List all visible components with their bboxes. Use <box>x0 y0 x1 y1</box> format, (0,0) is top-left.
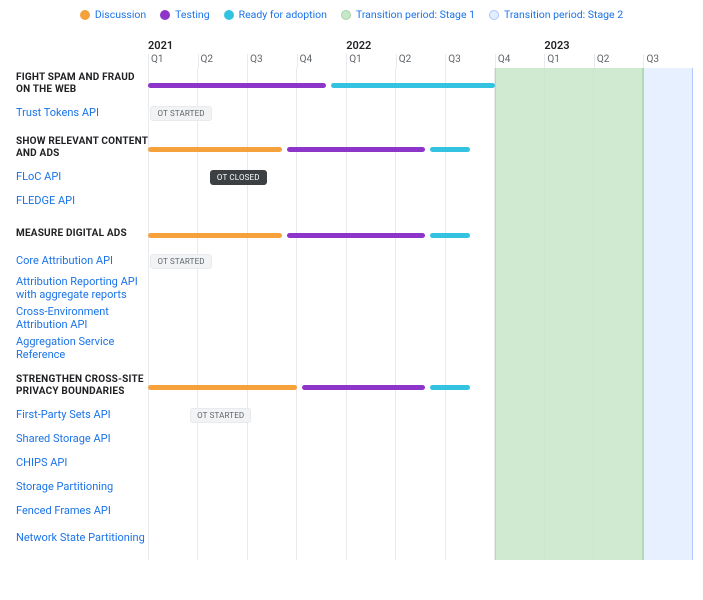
api-link[interactable]: CHIPS API <box>16 456 67 469</box>
legend-swatch <box>489 10 499 20</box>
quarter-label: Q2 <box>198 54 248 68</box>
api-link[interactable]: Attribution Reporting API with aggregate… <box>16 275 148 301</box>
legend-swatch <box>80 10 90 20</box>
spacer <box>16 549 19 562</box>
year-label: 2023 <box>544 39 693 54</box>
quarter-label: Q1 <box>148 54 198 68</box>
legend-item-2[interactable]: Ready for adoption <box>224 8 327 21</box>
quarter-label: Q3 <box>445 54 495 68</box>
api-link[interactable]: FLoC API <box>16 170 61 183</box>
legend-item-3[interactable]: Transition period: Stage 1 <box>341 8 475 21</box>
section-title: FIGHT SPAM AND FRAUD ON THE WEB <box>16 72 148 97</box>
api-link[interactable]: FLEDGE API <box>16 194 75 207</box>
quarter-label: Q1 <box>346 54 396 68</box>
quarter-label: Q2 <box>396 54 446 68</box>
api-link[interactable]: Network State Partitioning <box>16 531 145 544</box>
quarter-label: Q4 <box>495 54 545 68</box>
api-link[interactable]: Core Attribution API <box>16 254 113 267</box>
legend-item-0[interactable]: Discussion <box>80 8 146 21</box>
quarter-label: Q3 <box>643 54 693 68</box>
quarter-label: Q1 <box>544 54 594 68</box>
legend-label: Ready for adoption <box>239 8 327 21</box>
legend-item-1[interactable]: Testing <box>160 8 209 21</box>
legend-label: Discussion <box>95 8 146 21</box>
quarter-label: Q4 <box>297 54 347 68</box>
api-link[interactable]: Storage Partitioning <box>16 480 113 493</box>
legend-swatch <box>160 10 170 20</box>
section-title: SHOW RELEVANT CONTENT AND ADS <box>16 136 148 161</box>
api-link[interactable]: First-Party Sets API <box>16 408 111 421</box>
quarter-label: Q2 <box>594 54 644 68</box>
year-label: 2021 <box>148 39 346 54</box>
legend-swatch <box>224 10 234 20</box>
api-link[interactable]: Cross-Environment Attribution API <box>16 305 148 331</box>
timeline-chart: FIGHT SPAM AND FRAUD ON THE WEB Trust Tok… <box>0 39 703 560</box>
section-title: STRENGTHEN CROSS-SITE PRIVACY BOUNDARIES <box>16 374 148 399</box>
year-label: 2022 <box>346 39 544 54</box>
api-link[interactable]: Aggregation Service Reference <box>16 335 148 361</box>
quarter-label: Q3 <box>247 54 297 68</box>
grid-area: 202120222023 Q1Q2Q3Q4Q1Q2Q3Q4Q1Q2Q3 OT S… <box>148 39 703 560</box>
left-column: FIGHT SPAM AND FRAUD ON THE WEB Trust Tok… <box>0 39 148 560</box>
api-link[interactable]: Shared Storage API <box>16 432 111 445</box>
legend-label: Transition period: Stage 1 <box>356 8 475 21</box>
section-title: MEASURE DIGITAL ADS <box>16 228 127 241</box>
legend-label: Testing <box>175 8 209 21</box>
legend-item-4[interactable]: Transition period: Stage 2 <box>489 8 623 21</box>
api-link[interactable]: Trust Tokens API <box>16 106 99 119</box>
legend-label: Transition period: Stage 2 <box>504 8 623 21</box>
api-link[interactable]: Fenced Frames API <box>16 504 111 517</box>
legend-swatch <box>341 10 351 20</box>
legend: Discussion Testing Ready for adoption Trans… <box>0 0 703 39</box>
